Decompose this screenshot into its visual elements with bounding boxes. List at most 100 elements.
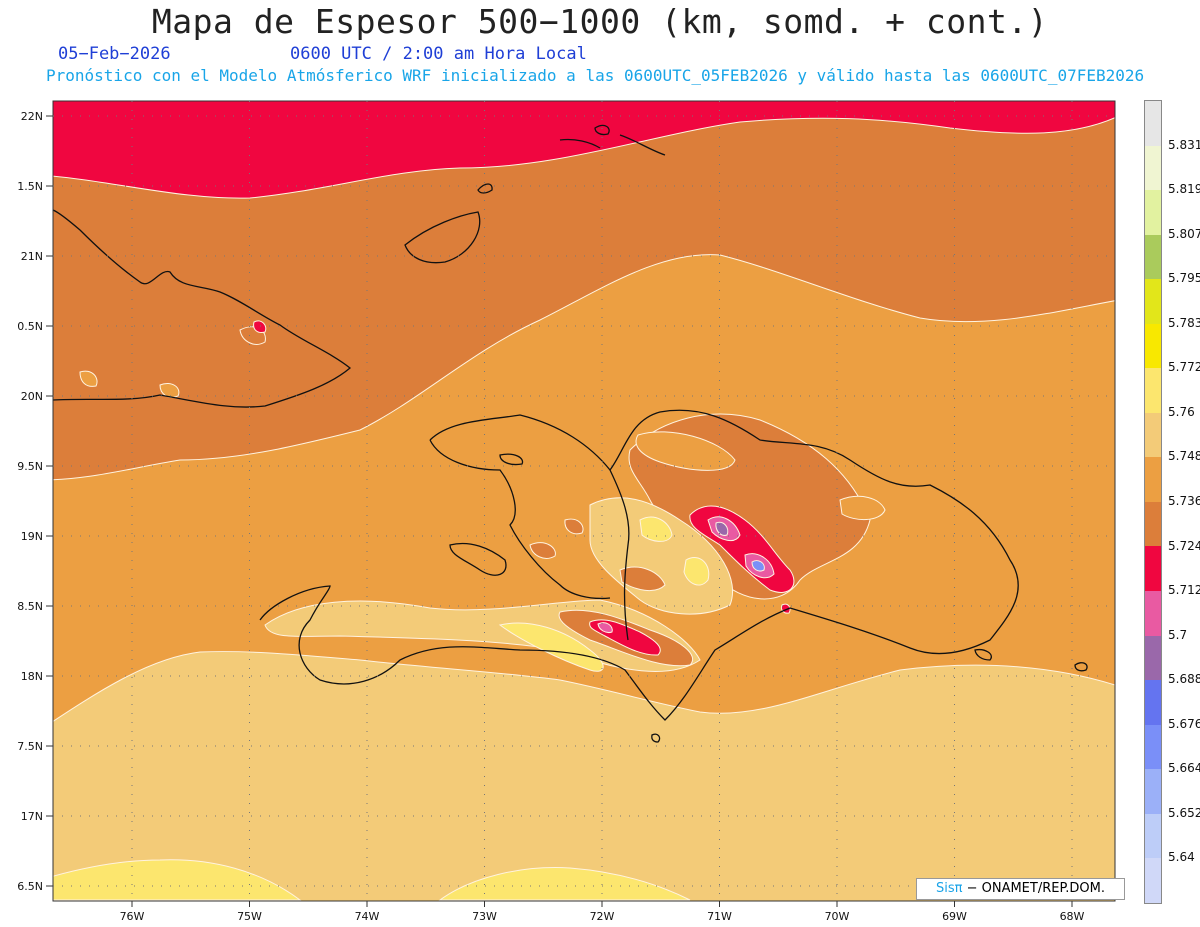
plot-frame [52,100,1116,902]
band-orange-patch-2 [839,495,886,520]
graticule [46,101,1115,907]
colorbar-label: 5.736 [1168,494,1200,508]
coast-cuba [53,209,352,408]
lat-label: 0.5N [17,320,43,333]
band-dark-orange-spot-3 [529,542,556,559]
coast-bahamas-3 [594,124,610,136]
coast-tortuga [499,453,524,466]
lon-label: 70W [825,910,850,923]
credit-text: − ONAMET/REP.DOM. [966,881,1106,896]
lat-label: 1.5N [17,180,43,193]
band-orange-patch-4 [79,370,98,387]
colorbar-label: 5.7 [1168,627,1188,642]
coast-border [609,469,630,641]
colorbar-swatch [1145,190,1161,235]
colorbar-label: 5.819 [1168,182,1200,197]
forecast-description: Pronóstico con el Modelo Atmósferico WRF… [46,66,1145,85]
credit-box: Sisπ − ONAMET/REP.DOM. [916,878,1125,900]
band-yellow-2 [683,557,710,586]
lon-label: 68W [1060,910,1085,923]
band-dark-orange-spot-4 [564,518,584,535]
colorbar-swatch [1145,412,1161,458]
lon-label: 76W [120,910,145,923]
coast-gonave [449,542,507,576]
lat-label: 6.5N [17,880,43,893]
lon-label: 71W [707,910,732,923]
colorbar-label: 5.795 [1168,271,1200,286]
lat-label: 8.5N [17,600,43,613]
latitude-labels: 22N 1.5N 21N 0.5N 20N 9.5N 19N 8.5N 18N 7.5N 17N 6.… [17,110,43,893]
band-purple-core-1 [715,521,729,536]
colorbar-label: 5.724 [1168,538,1200,553]
coast-bahamas-1 [404,211,481,264]
coast-bahamas-4 [559,138,601,149]
lat-label: 19N [21,530,43,543]
lat-label: 21N [21,250,43,263]
coast-saona [974,648,992,661]
colorbar-label: 5.76 [1168,404,1195,419]
colorbar-label: 5.676 [1168,716,1200,731]
colorbar-label: 5.783 [1168,315,1200,330]
lon-label: 72W [590,910,615,923]
colorbar-swatch [1145,858,1161,903]
lon-label: 75W [237,910,262,923]
colorbar-label: 5.831 [1168,137,1200,152]
band-red [53,101,1115,199]
coast-inagua [1074,662,1088,672]
band-yellow-bottom-2 [438,867,691,901]
colorbar-swatch [1145,101,1161,146]
lat-label: 7.5N [17,740,43,753]
colorbar-label: 5.807 [1168,226,1200,241]
coast-beata [651,733,661,743]
band-yellow-bottom-1 [53,859,302,901]
colorbar-label: 5.772 [1168,360,1200,375]
band-red-core-3 [253,320,267,333]
colorbar [1144,100,1162,904]
colorbar-swatch [1145,769,1161,814]
thickness-bands [53,101,1115,901]
band-yellow-1 [639,516,673,542]
colorbar-swatch [1145,457,1161,502]
colorbar-swatch [1145,724,1161,770]
colorbar-swatch [1145,501,1161,547]
colorbar-swatch [1145,813,1161,859]
lat-label: 9.5N [17,460,43,473]
lat-label: 17N [21,810,43,823]
lat-label: 22N [21,110,43,123]
colorbar-swatch [1145,279,1161,324]
lat-label: 20N [21,390,43,403]
colorbar-label: 5.748 [1168,449,1200,464]
coast-bahamas-2 [477,183,493,194]
credit-brand: Sisπ [935,881,963,896]
coastlines [53,124,1088,743]
longitude-labels: 76W 75W 74W 73W 72W 71W 70W 69W 68W [120,910,1085,923]
band-orange-patch-1 [635,431,736,471]
band-dark-orange [53,101,1115,481]
lat-label: 18N [21,670,43,683]
coast-bahamas-5 [619,134,666,156]
map-title: Mapa de Espesor 500−1000 (km, somd. + co… [151,2,1049,41]
forecast-time: 0600 UTC / 2:00 am Hora Local [290,44,587,64]
band-dark-orange-spot-2 [619,566,666,592]
colorbar-swatch [1145,323,1161,369]
lon-label: 74W [355,910,380,923]
band-orange-patch-3 [159,382,180,398]
colorbar-label: 5.688 [1168,672,1200,687]
colorbar-swatch [1145,546,1161,592]
colorbar-swatch [1145,591,1161,636]
lon-label: 69W [942,910,967,923]
lon-label: 73W [472,910,497,923]
coast-hispaniola [259,409,1019,721]
colorbar-swatch [1145,635,1161,681]
band-magenta-core-3 [597,622,613,633]
colorbar-label: 5.64 [1168,850,1195,865]
colorbar-swatch [1145,145,1161,191]
coast-haiti-west [429,439,611,600]
colorbar-swatch [1145,234,1161,280]
forecast-date: 05−Feb−2026 [58,44,171,64]
colorbar-label: 5.712 [1168,583,1200,598]
band-blue-core-1 [751,560,765,572]
colorbar-label: 5.652 [1168,805,1200,820]
colorbar-swatch [1145,368,1161,413]
